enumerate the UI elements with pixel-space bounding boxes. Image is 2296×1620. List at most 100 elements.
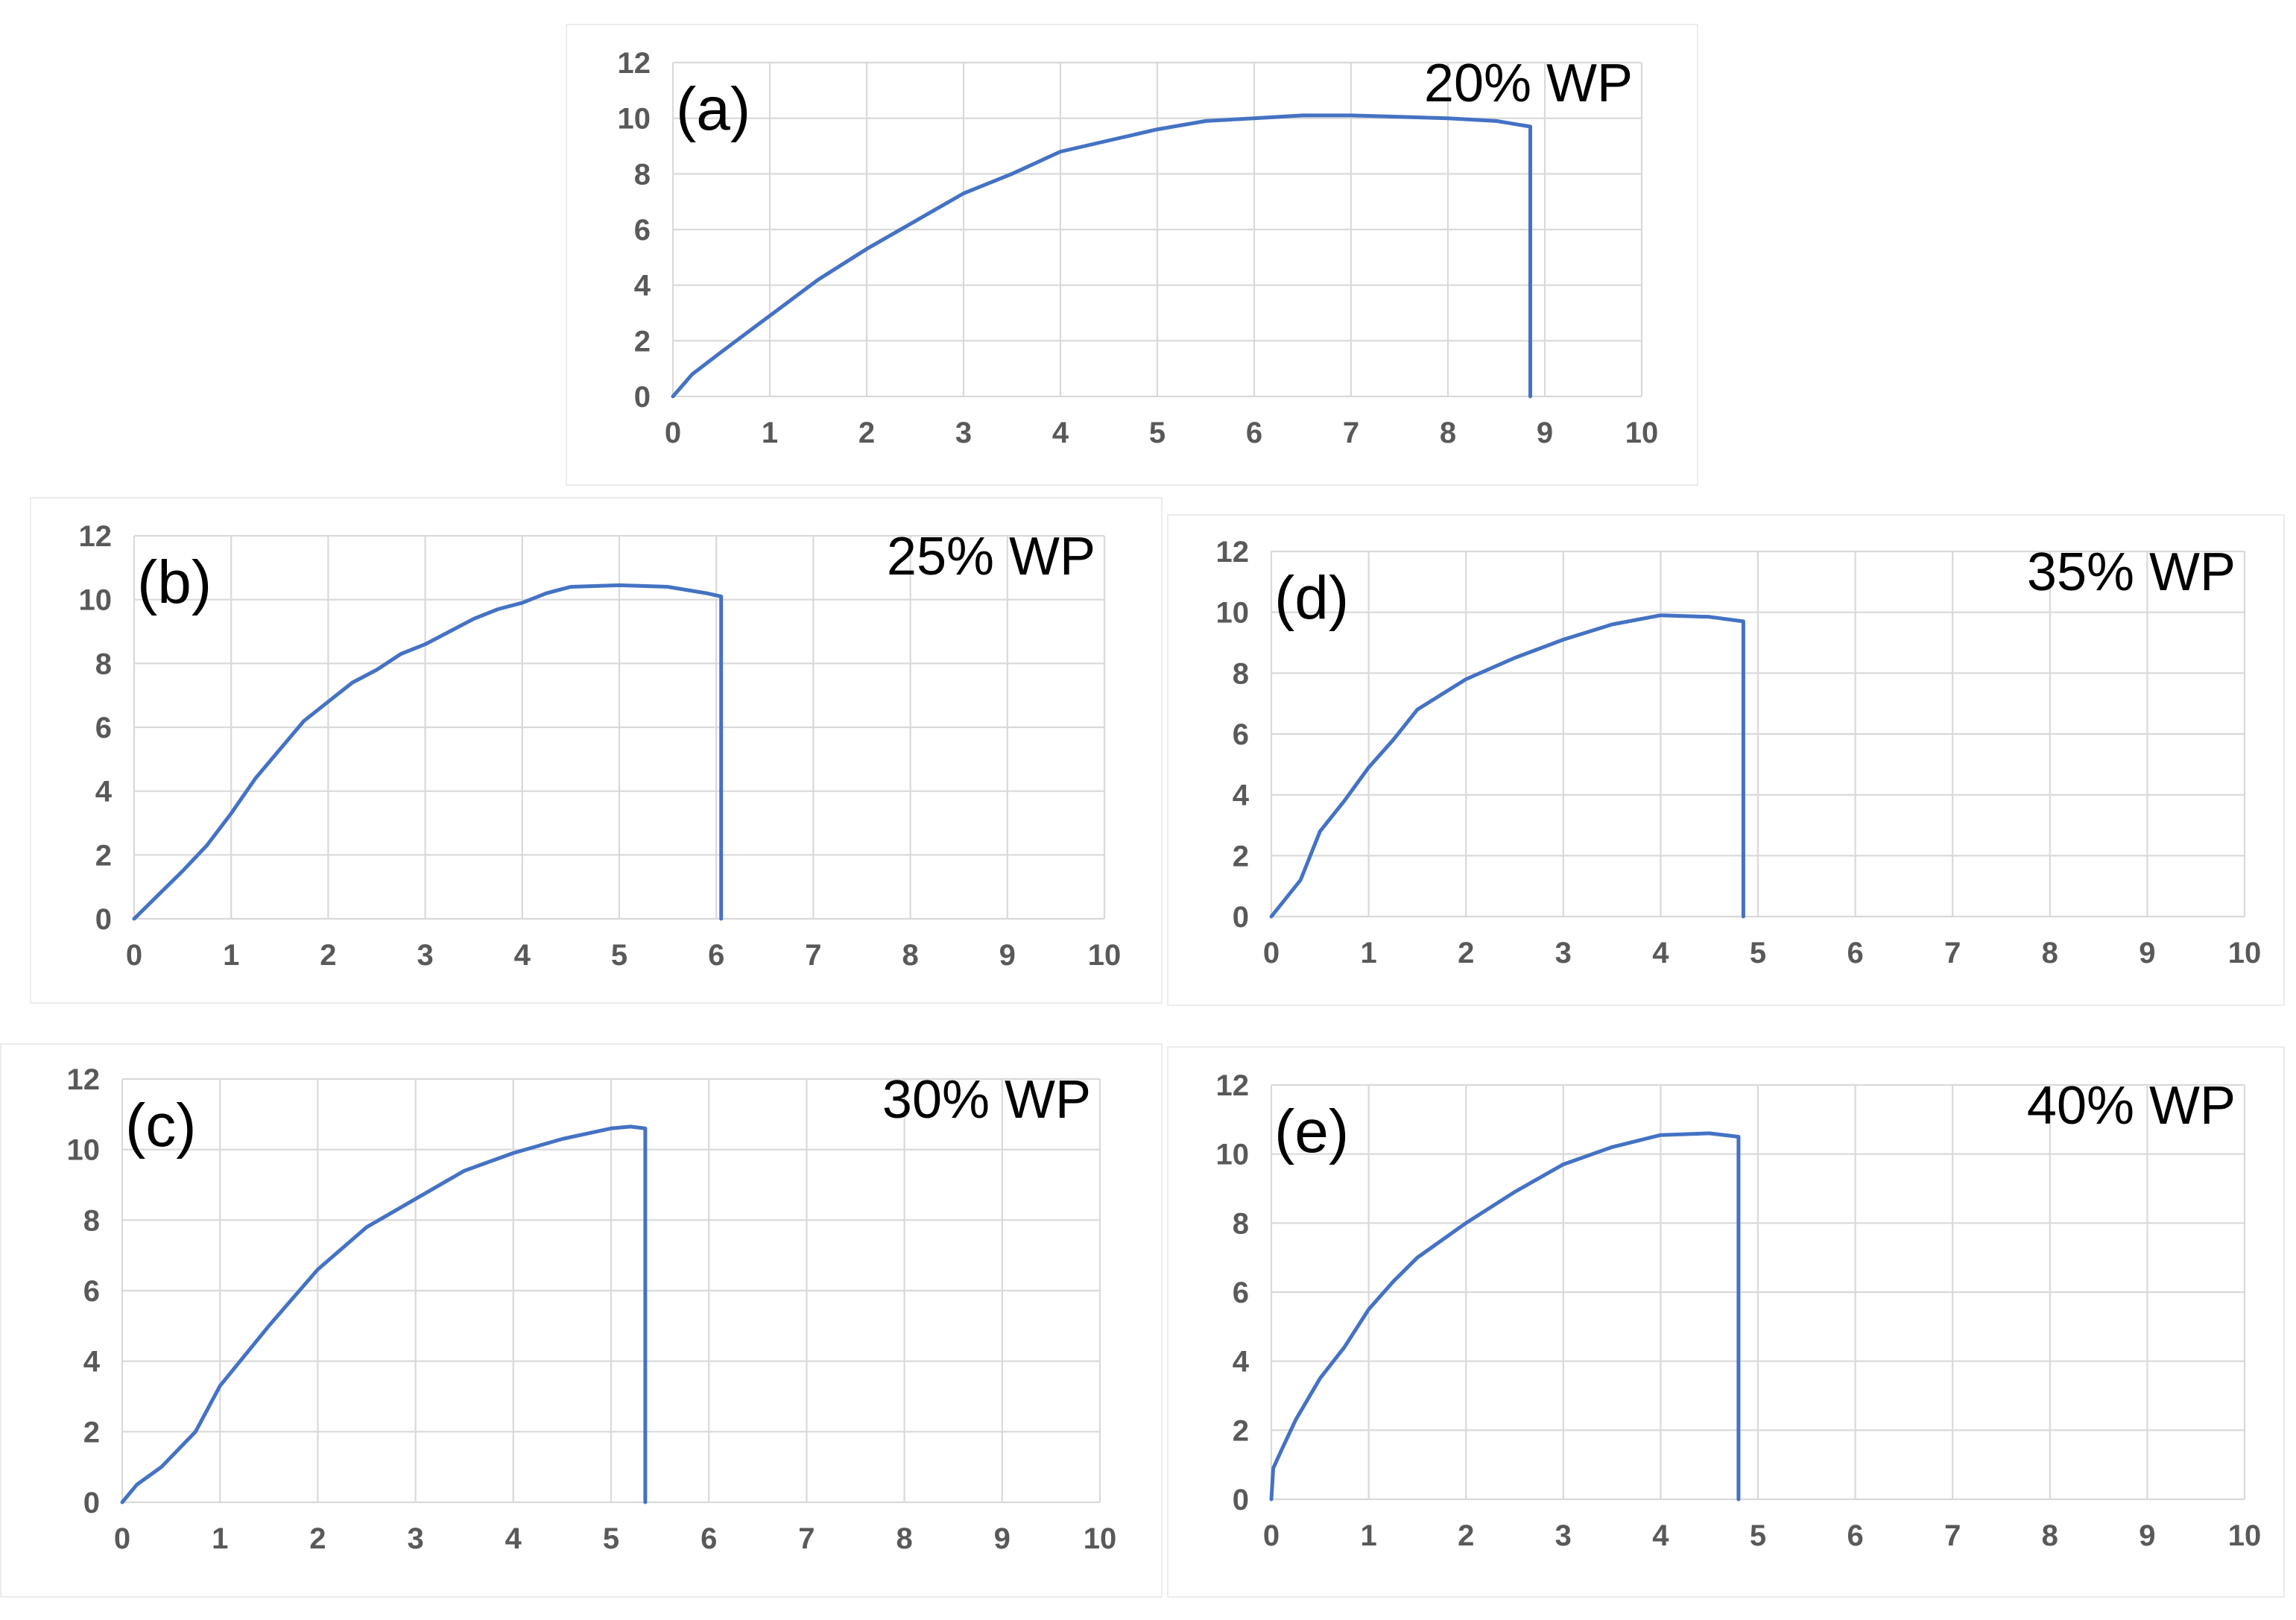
x-tick-label: 1 bbox=[223, 939, 239, 972]
y-tick-label: 8 bbox=[95, 648, 112, 680]
panel-label: (a) bbox=[676, 75, 750, 143]
chart-title: 40% WP bbox=[2027, 1076, 2236, 1136]
x-tick-label: 3 bbox=[1555, 937, 1572, 969]
y-tick-label: 6 bbox=[634, 214, 651, 247]
y-tick-label: 12 bbox=[79, 520, 113, 553]
panel-e: 0 1 2 3 4 5 6 7 8 9 10 0 2 4 6 8 10 12 (e) 40% WP bbox=[1167, 1046, 2285, 1598]
x-tick-label: 6 bbox=[1847, 1519, 1863, 1552]
y-tick-label: 0 bbox=[95, 903, 112, 936]
x-tick-label: 1 bbox=[1360, 1519, 1376, 1552]
x-tick-label: 5 bbox=[1149, 417, 1166, 449]
x-tick-label: 5 bbox=[603, 1522, 619, 1555]
series-line bbox=[1269, 1131, 1741, 1502]
y-tick-label: 4 bbox=[1233, 1346, 1250, 1379]
panel-c: 0 1 2 3 4 5 6 7 8 9 10 0 2 4 6 8 10 12 (c) 30% WP bbox=[0, 1043, 1163, 1598]
x-tick-label: 3 bbox=[407, 1522, 423, 1555]
x-tick-label: 6 bbox=[700, 1522, 717, 1555]
y-tick-label: 4 bbox=[634, 270, 651, 303]
series-line bbox=[132, 583, 724, 921]
y-tick-label: 0 bbox=[634, 381, 651, 414]
x-tick-label: 9 bbox=[999, 939, 1016, 972]
x-tick-label: 0 bbox=[126, 939, 142, 972]
x-tick-label: 7 bbox=[1944, 937, 1961, 969]
x-tick-label: 0 bbox=[665, 417, 681, 449]
x-tick-label: 2 bbox=[1458, 937, 1474, 969]
x-tick-label: 8 bbox=[2042, 937, 2058, 969]
series-line bbox=[120, 1124, 648, 1504]
y-tick-label: 0 bbox=[83, 1487, 100, 1519]
x-tick-label: 4 bbox=[505, 1522, 522, 1555]
x-tick-label: 0 bbox=[114, 1522, 130, 1555]
x-tick-label: 8 bbox=[902, 939, 918, 972]
y-tick-label: 6 bbox=[1233, 1276, 1249, 1309]
series-line bbox=[671, 113, 1532, 399]
chart-title: 35% WP bbox=[2027, 542, 2236, 602]
x-tick-label: 10 bbox=[2228, 1519, 2262, 1552]
y-tick-label: 12 bbox=[618, 47, 651, 80]
y-tick-label: 4 bbox=[1233, 779, 1250, 812]
x-tick-label: 7 bbox=[805, 939, 821, 972]
x-tick-label: 10 bbox=[1088, 939, 1122, 972]
y-tick-label: 6 bbox=[95, 712, 112, 744]
chart-title: 30% WP bbox=[882, 1070, 1091, 1130]
y-tick-label: 2 bbox=[1233, 1414, 1249, 1447]
y-tick-label: 8 bbox=[1233, 657, 1249, 690]
x-tick-label: 4 bbox=[514, 939, 531, 972]
y-tick-label: 4 bbox=[83, 1346, 101, 1379]
x-tick-label: 10 bbox=[1084, 1522, 1117, 1555]
x-tick-label: 8 bbox=[1440, 417, 1456, 449]
y-tick-label: 8 bbox=[634, 158, 651, 191]
panel-a: 0 1 2 3 4 5 6 7 8 9 10 0 2 4 6 8 10 12 (a) 20% WP bbox=[566, 24, 1698, 486]
y-tick-label: 2 bbox=[1233, 840, 1249, 873]
x-tick-label: 7 bbox=[1343, 417, 1359, 449]
y-tick-label: 10 bbox=[67, 1134, 101, 1167]
x-tick-label: 9 bbox=[1537, 417, 1553, 449]
x-tick-label: 4 bbox=[1652, 1519, 1669, 1552]
y-tick-label: 4 bbox=[95, 776, 113, 809]
panel-b: 0 1 2 3 4 5 6 7 8 9 10 0 2 4 6 8 10 12 (b) 25% WP bbox=[30, 497, 1163, 1004]
x-tick-label: 2 bbox=[1458, 1519, 1474, 1552]
x-tick-label: 8 bbox=[896, 1522, 912, 1555]
x-tick-label: 6 bbox=[708, 939, 724, 972]
x-tick-label: 1 bbox=[1360, 937, 1376, 969]
x-tick-label: 2 bbox=[320, 939, 336, 972]
x-tick-label: 8 bbox=[2042, 1519, 2058, 1552]
y-tick-label: 8 bbox=[83, 1204, 100, 1237]
y-tick-label: 0 bbox=[1233, 1484, 1249, 1516]
x-tick-label: 0 bbox=[1263, 937, 1280, 969]
x-tick-label: 9 bbox=[994, 1522, 1011, 1555]
x-tick-label: 5 bbox=[1750, 1519, 1766, 1552]
panel-d: 0 1 2 3 4 5 6 7 8 9 10 0 2 4 6 8 10 12 (d) 35% WP bbox=[1167, 514, 2285, 1006]
x-tick-label: 10 bbox=[2228, 937, 2262, 969]
x-tick-label: 9 bbox=[2139, 937, 2155, 969]
panel-label: (b) bbox=[137, 548, 212, 616]
series-line bbox=[1269, 613, 1745, 919]
x-tick-label: 1 bbox=[762, 417, 778, 449]
x-tick-label: 1 bbox=[212, 1522, 228, 1555]
panel-label: (d) bbox=[1274, 564, 1349, 632]
y-tick-label: 2 bbox=[95, 839, 112, 872]
x-tick-label: 10 bbox=[1625, 417, 1659, 449]
y-tick-label: 6 bbox=[1233, 718, 1249, 751]
y-tick-label: 10 bbox=[1216, 597, 1250, 630]
y-tick-label: 10 bbox=[618, 103, 651, 136]
x-tick-label: 6 bbox=[1847, 937, 1863, 969]
x-tick-label: 3 bbox=[955, 417, 972, 449]
y-tick-label: 2 bbox=[634, 325, 651, 358]
x-tick-label: 5 bbox=[611, 939, 627, 972]
chart-title: 20% WP bbox=[1424, 54, 1633, 113]
x-tick-label: 3 bbox=[1555, 1519, 1572, 1552]
x-tick-label: 6 bbox=[1246, 417, 1262, 449]
y-tick-label: 12 bbox=[1216, 536, 1250, 569]
panel-label: (c) bbox=[125, 1092, 197, 1159]
x-tick-label: 7 bbox=[1944, 1519, 1961, 1552]
panel-label: (e) bbox=[1274, 1098, 1349, 1165]
y-tick-label: 10 bbox=[79, 584, 113, 617]
x-tick-label: 4 bbox=[1052, 417, 1069, 449]
x-tick-label: 3 bbox=[417, 939, 433, 972]
x-tick-label: 2 bbox=[858, 417, 875, 449]
